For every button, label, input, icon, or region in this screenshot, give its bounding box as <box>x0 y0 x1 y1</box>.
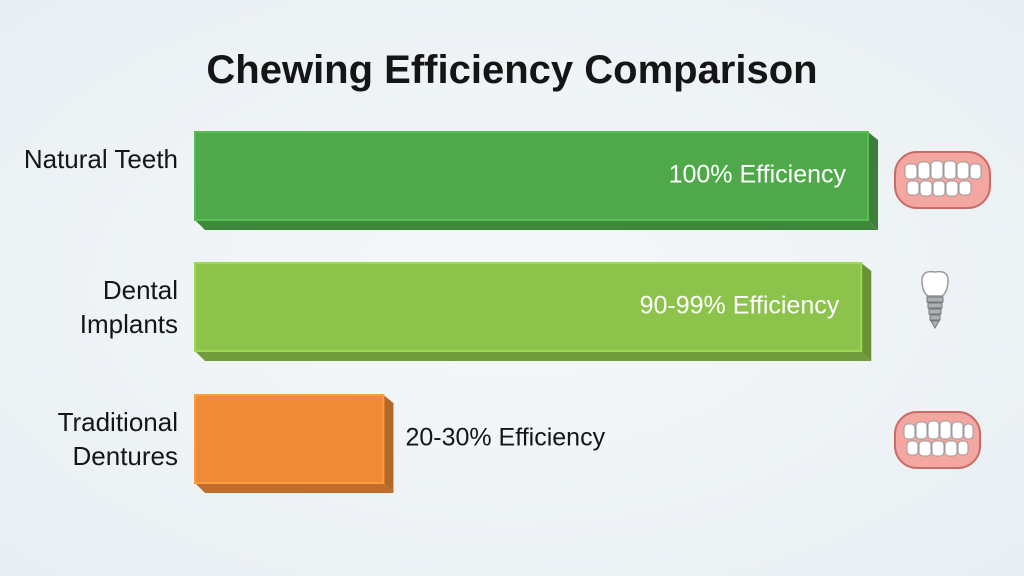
bar-side <box>383 395 394 493</box>
bar <box>194 394 385 484</box>
bar-side <box>861 263 872 361</box>
value-label: 100% Efficiency <box>669 161 847 189</box>
bar <box>194 131 869 221</box>
category-label: Traditional Dentures <box>57 407 178 471</box>
value-label: 20-30% Efficiency <box>405 424 605 452</box>
chart-title: Chewing Efficiency Comparison <box>206 48 818 92</box>
bar <box>194 262 863 352</box>
bar-bottom <box>195 351 872 361</box>
bar-side <box>868 132 878 230</box>
teeth-icon <box>894 151 991 209</box>
category-label: Natural Teeth <box>23 144 178 174</box>
category-label: Dental Implants <box>79 275 178 339</box>
implant-icon <box>921 270 949 330</box>
dentures-icon <box>894 411 981 469</box>
bar-bottom <box>195 483 394 493</box>
bar-bottom <box>195 220 878 230</box>
value-label: 90-99% Efficiency <box>640 292 840 320</box>
